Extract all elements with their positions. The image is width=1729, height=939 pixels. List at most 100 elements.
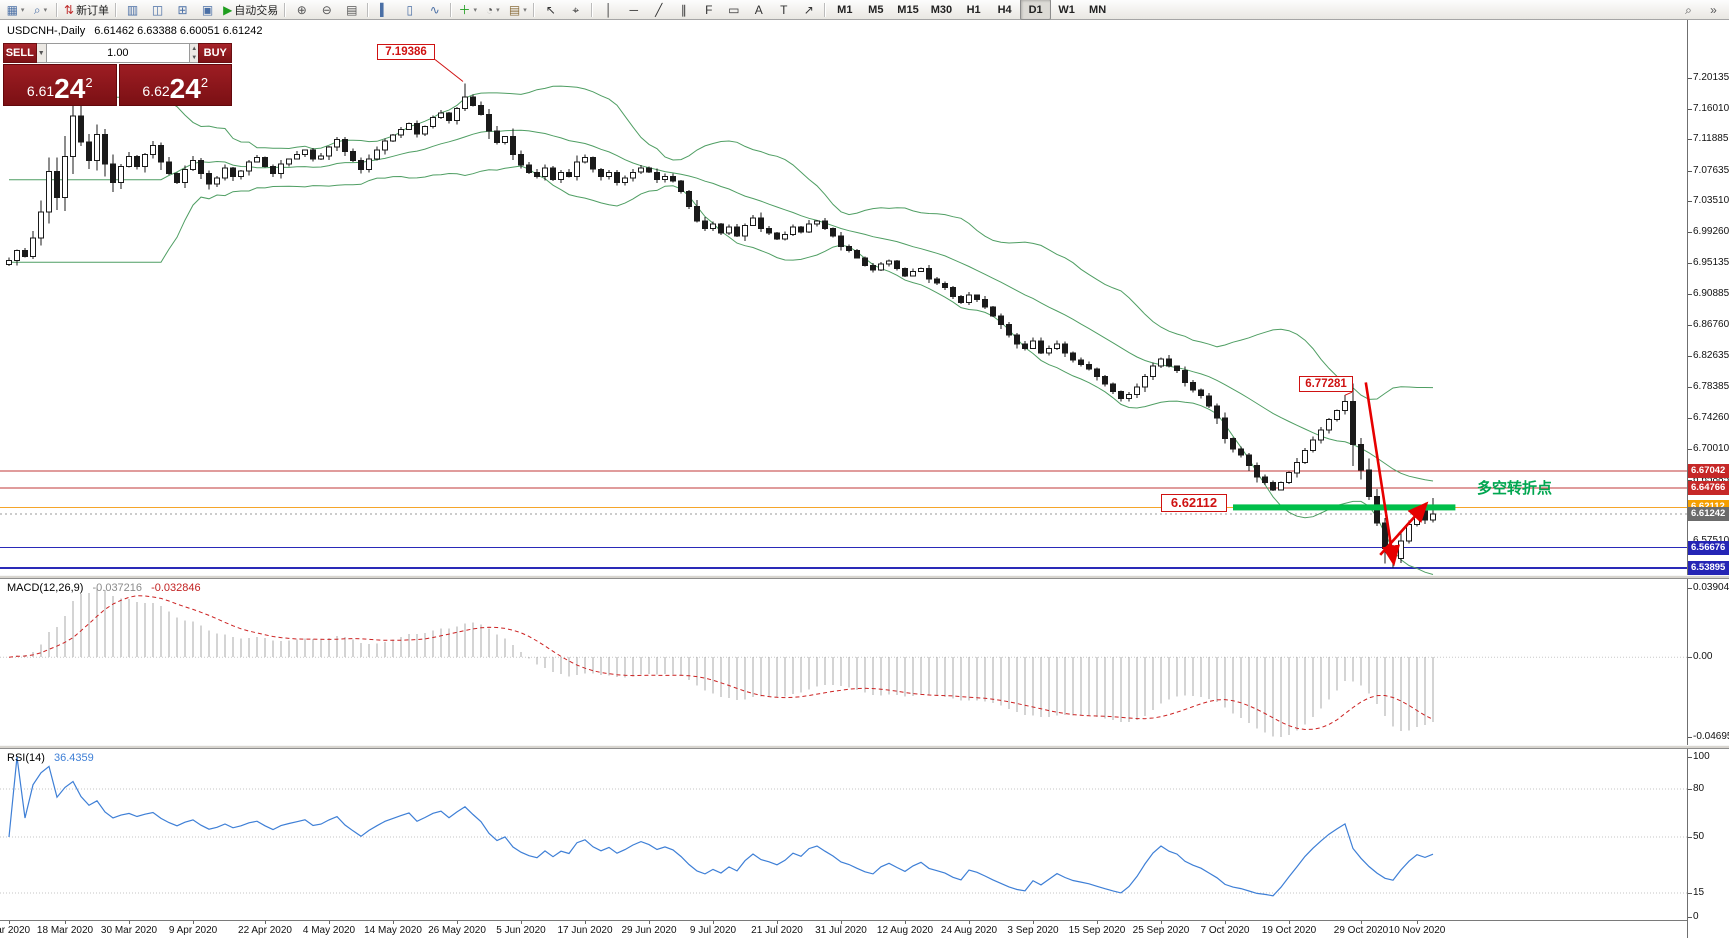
tf-mn-button[interactable]: MN <box>1082 0 1113 20</box>
data-window-button[interactable]: ◫ <box>145 0 170 19</box>
volume-up-icon[interactable]: ▲ <box>191 45 198 52</box>
zoom-out-button[interactable]: ⊖ <box>314 0 339 19</box>
rsi-indicator-label: RSI(14) 36.4359 <box>7 752 94 764</box>
horizontal-line-icon: ─ <box>629 2 639 17</box>
templates-button[interactable]: ▤ ▾ <box>505 0 530 19</box>
buy-price-display[interactable]: 6.62 24 2 <box>118 64 232 106</box>
bar-chart-mode-button[interactable]: ▍ <box>372 0 397 19</box>
axis-tick-mark <box>1688 588 1692 589</box>
macd-signal-value: -0.032846 <box>151 582 201 594</box>
navigator-button[interactable]: ⊞ <box>170 0 195 19</box>
bull-bear-turning-point-note[interactable]: 多空转折点 <box>1477 479 1553 497</box>
zoom-in-button[interactable]: ⊕ <box>289 0 314 19</box>
symbol-ohlc-info: USDCNH-,Daily 6.61462 6.63388 6.60051 6.… <box>7 25 263 37</box>
line-chart-mode-button[interactable]: ∿ <box>422 0 447 19</box>
tile-windows-button[interactable]: ▤ <box>339 0 364 19</box>
volume-dropdown-icon[interactable]: ▼ <box>36 43 47 63</box>
periods-button[interactable]: ◔ ▾ <box>480 0 505 19</box>
fibonacci-button[interactable]: F <box>696 0 721 19</box>
swing-high-price-label[interactable]: 6.77281 <box>1299 376 1353 393</box>
one-click-trading-panel: SELL ▼ ▲ ▼ BUY 6.61 24 2 6.62 24 2 <box>3 43 233 106</box>
support-zone-line[interactable] <box>1233 504 1456 511</box>
trade-panel-prices: 6.61 24 2 6.62 24 2 <box>3 64 232 106</box>
time-tick-mark <box>393 921 394 924</box>
axis-tick-label: 6.95135 <box>1693 257 1729 268</box>
pane-separator-macd[interactable] <box>0 575 1729 579</box>
tf-m15-button[interactable]: M15 <box>891 0 924 20</box>
breakdown-down-arrow[interactable] <box>1364 382 1401 567</box>
date-label: Mar 2020 <box>0 925 31 936</box>
shapes-button[interactable]: ▭ <box>721 0 746 19</box>
ohlc-values: 6.61462 6.63388 6.60051 6.61242 <box>94 25 263 37</box>
tf-w1-button[interactable]: W1 <box>1051 0 1082 20</box>
toolbar-options-button[interactable]: » <box>1701 0 1726 19</box>
cursor-button[interactable]: ↖ <box>538 0 563 19</box>
horizontal-line-objects[interactable] <box>0 470 1687 570</box>
tf-d1-label: D1 <box>1028 3 1043 16</box>
dropdown-caret-icon: ▾ <box>20 6 25 14</box>
candlestick-mode-button[interactable]: ▯ <box>397 0 422 19</box>
new-chart-button[interactable]: ▦ ▾ <box>3 0 28 19</box>
axis-tick-mark <box>1688 917 1692 918</box>
sell-price-display[interactable]: 6.61 24 2 <box>3 64 117 106</box>
time-tick-mark <box>1225 921 1226 924</box>
vertical-line-button[interactable]: │ <box>596 0 621 19</box>
axis-tick-label: 6.86760 <box>1693 319 1729 330</box>
buy-price-prefix: 6.62 <box>142 83 170 99</box>
axis-price-label: 6.56676 <box>1688 541 1729 555</box>
chart-canvas[interactable] <box>0 20 1687 938</box>
tf-d1-button[interactable]: D1 <box>1020 0 1052 20</box>
market-watch-button[interactable]: ▥ <box>120 0 145 19</box>
tf-m5-button[interactable]: M5 <box>860 0 891 20</box>
time-tick-mark <box>1417 921 1418 924</box>
axis-tick-label: 15 <box>1693 887 1705 898</box>
tf-m30-button[interactable]: M30 <box>925 0 958 20</box>
autotrade-button[interactable]: ▶ 自动交易 <box>220 0 281 19</box>
sell-price-prefix: 6.61 <box>26 83 55 99</box>
new-order-button[interactable]: ⇅ 新订单 <box>61 0 112 19</box>
time-tick-mark <box>1033 921 1034 924</box>
equidistant-channel-icon: ∥ <box>680 2 687 17</box>
text-label-icon: T <box>780 2 788 17</box>
text-button[interactable]: A <box>746 0 771 19</box>
indicators-button[interactable]: ＋ ▾ <box>455 0 480 19</box>
equidistant-channel-button[interactable]: ∥ <box>671 0 696 19</box>
tf-m15-label: M15 <box>897 3 919 16</box>
high-price-label[interactable]: 7.19386 <box>377 43 435 60</box>
bar-chart-mode-icon: ▍ <box>380 2 390 17</box>
tf-h4-button[interactable]: H4 <box>989 0 1020 20</box>
search-button[interactable]: ⌕ <box>1676 0 1701 19</box>
axis-price-label: 6.64766 <box>1688 481 1729 495</box>
horizontal-line-button[interactable]: ─ <box>621 0 646 19</box>
pane-separator-rsi[interactable] <box>0 745 1729 749</box>
time-tick-mark <box>905 921 906 924</box>
terminal-button[interactable]: ▣ <box>195 0 220 19</box>
volume-spinner[interactable]: ▲ ▼ <box>188 43 199 63</box>
time-tick-mark <box>969 921 970 924</box>
volume-down-icon[interactable]: ▼ <box>191 54 198 61</box>
trendline-button[interactable]: ╱ <box>646 0 671 19</box>
arrow-objects-button[interactable]: ↗ <box>796 0 821 19</box>
text-label-button[interactable]: T <box>771 0 796 19</box>
time-axis[interactable]: Mar 2020 18 Mar 2020 30 Mar 2020 9 Apr 2020… <box>0 920 1687 939</box>
rsi-name: RSI(14) <box>7 752 45 764</box>
axis-tick-label: 0 <box>1693 911 1699 922</box>
reversal-up-arrow[interactable] <box>1379 501 1429 556</box>
sell-button[interactable]: SELL <box>3 43 37 63</box>
tf-h1-button[interactable]: H1 <box>958 0 989 20</box>
buy-button[interactable]: BUY <box>198 43 233 63</box>
axis-tick-label: 7.03510 <box>1693 195 1729 206</box>
axis-tick-label: 0.039044 <box>1693 582 1729 593</box>
date-label: 25 Sep 2020 <box>1132 925 1190 936</box>
toolbar-separator <box>824 2 827 17</box>
price-axis[interactable]: 7.20135 7.16010 7.11885 7.07635 7.03510 6.992… <box>1687 20 1729 938</box>
date-label: 7 Oct 2020 <box>1200 925 1250 936</box>
axis-tick-mark <box>1688 657 1692 658</box>
support-price-label[interactable]: 6.62112 <box>1161 494 1227 513</box>
tf-m1-button[interactable]: M1 <box>829 0 860 20</box>
volume-input[interactable] <box>46 43 189 63</box>
crosshair-button[interactable]: ⌖ <box>563 0 588 19</box>
time-tick-mark <box>65 921 66 924</box>
profiles-button[interactable]: ⌕ ▾ <box>28 0 53 19</box>
time-tick-mark <box>777 921 778 924</box>
